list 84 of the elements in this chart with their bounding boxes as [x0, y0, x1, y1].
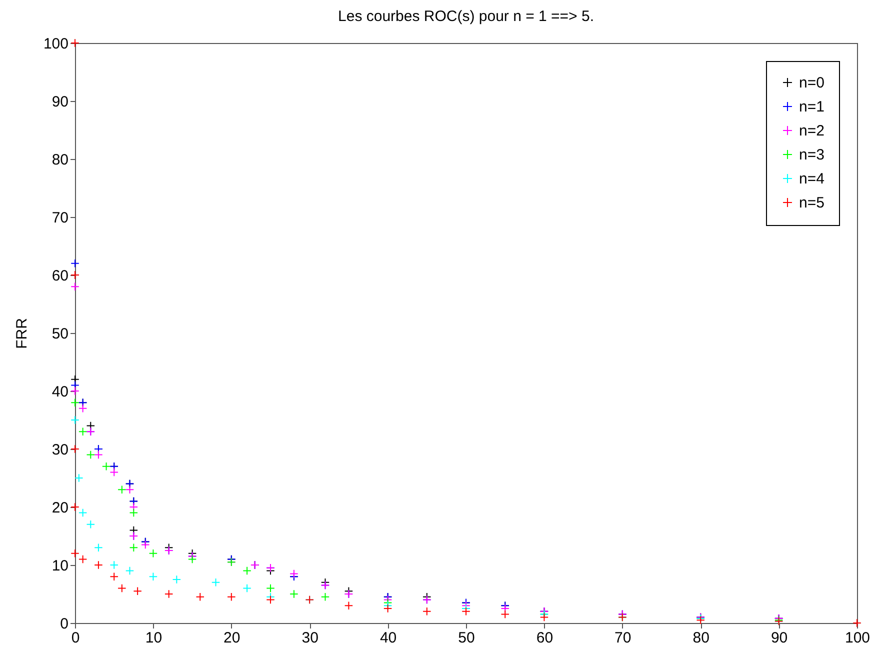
- point: [172, 575, 182, 584]
- point: [290, 590, 298, 598]
- point: [70, 502, 80, 512]
- point: [500, 610, 510, 619]
- point: [94, 560, 103, 570]
- point: [133, 586, 142, 596]
- legend-label: n=0: [799, 74, 824, 92]
- x-tick-label: 70: [614, 630, 632, 646]
- y-tick-label: 30: [52, 442, 68, 458]
- y-tick-label: 50: [52, 326, 68, 342]
- legend-label: n=5: [799, 194, 824, 212]
- point: [320, 592, 330, 602]
- x-tick-label: 30: [302, 630, 318, 646]
- point: [118, 584, 126, 593]
- point: [129, 543, 138, 552]
- point: [110, 572, 118, 581]
- x-tick-label: 40: [380, 630, 397, 646]
- point: [86, 421, 96, 430]
- point: [242, 584, 252, 593]
- point: [74, 474, 84, 482]
- y-tick-label: 80: [52, 152, 68, 168]
- point: [78, 554, 88, 564]
- point: [86, 520, 96, 529]
- point: [211, 578, 220, 587]
- point: [462, 607, 470, 616]
- point: [78, 508, 88, 518]
- point: [94, 450, 103, 460]
- x-tick-label: 0: [71, 630, 80, 646]
- point: [148, 572, 158, 581]
- point: [164, 590, 174, 598]
- point: [110, 468, 118, 477]
- y-tick-label: 0: [60, 616, 68, 632]
- x-tick-label: 10: [145, 630, 162, 646]
- point: [129, 526, 138, 535]
- point: [78, 427, 88, 436]
- point: [196, 592, 204, 602]
- legend-label: n=4: [799, 170, 824, 188]
- point: [94, 543, 103, 552]
- chart-title: Les courbes ROC(s) pour n = 1 ==> 5.: [338, 8, 594, 25]
- point: [129, 502, 138, 512]
- point: [129, 508, 138, 518]
- point: [148, 549, 158, 558]
- point: [70, 282, 80, 291]
- y-tick-label: 100: [43, 36, 68, 52]
- x-tick-label: 100: [844, 630, 870, 646]
- point: [422, 607, 432, 616]
- y-tick-label: 10: [52, 558, 68, 574]
- x-tick-label: 50: [458, 630, 475, 646]
- point: [227, 592, 236, 602]
- legend-label: n=2: [799, 122, 824, 140]
- point: [118, 485, 126, 494]
- point: [266, 584, 275, 593]
- point: [125, 485, 134, 494]
- point: [344, 601, 354, 610]
- x-tick-label: 60: [536, 630, 554, 646]
- point: [500, 604, 510, 613]
- point: [78, 404, 88, 413]
- point: [70, 549, 80, 558]
- point: [540, 612, 549, 622]
- point: [110, 560, 118, 570]
- point: [102, 462, 111, 471]
- point: [242, 566, 252, 576]
- legend-label: n=1: [799, 98, 824, 116]
- point: [125, 566, 134, 576]
- point: [70, 416, 80, 424]
- point: [86, 450, 96, 460]
- legend-label: n=3: [799, 146, 824, 164]
- point: [266, 595, 275, 604]
- x-tick-label: 20: [224, 630, 240, 646]
- point: [70, 398, 80, 407]
- point: [290, 569, 298, 578]
- y-tick-label: 40: [52, 384, 68, 400]
- x-tick-label: 80: [692, 630, 710, 646]
- point: [70, 386, 80, 396]
- y-axis-title: FRR: [13, 318, 30, 349]
- y-tick-label: 60: [52, 268, 68, 284]
- point: [383, 604, 392, 613]
- y-tick-label: 70: [52, 210, 68, 226]
- y-tick-label: 20: [52, 500, 68, 516]
- point: [141, 540, 150, 550]
- y-tick-label: 90: [52, 94, 68, 110]
- point: [70, 259, 80, 268]
- point: [188, 554, 197, 564]
- x-tick-label: 90: [770, 630, 788, 646]
